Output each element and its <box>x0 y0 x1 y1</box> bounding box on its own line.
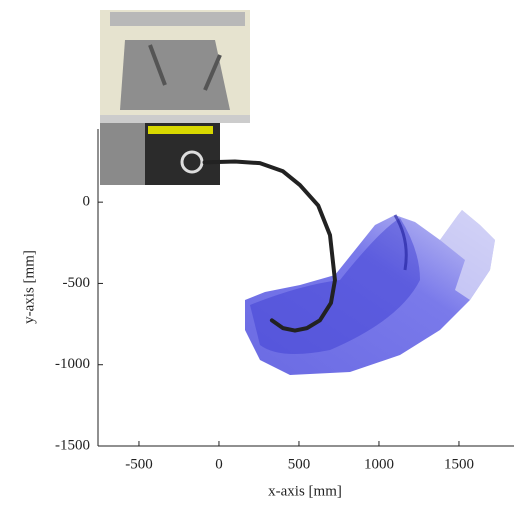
line-series <box>202 159 337 333</box>
workspace-region <box>245 210 495 375</box>
y-tick-label: -500 <box>63 275 91 291</box>
x-axis-label: x-axis [mm] <box>268 483 342 499</box>
x-tick-label: -500 <box>125 456 153 472</box>
x-tick-label: 500 <box>288 456 311 472</box>
y-axis-label: y-axis [mm] <box>21 250 37 324</box>
x-tick-label: 0 <box>215 456 223 472</box>
x-tick-label: 1000 <box>364 456 394 472</box>
y-tick-label: 0 <box>83 194 91 210</box>
y-tick-label: -1000 <box>55 356 90 372</box>
y-tick-label: -1500 <box>55 437 90 453</box>
robot-image <box>100 10 250 185</box>
x-tick-label: 1500 <box>444 456 474 472</box>
